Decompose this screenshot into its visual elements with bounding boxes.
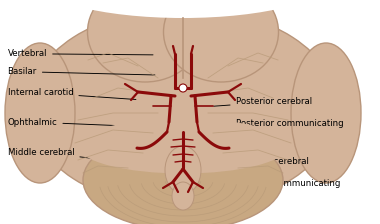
Ellipse shape — [172, 182, 194, 210]
Ellipse shape — [28, 8, 338, 208]
Circle shape — [179, 84, 187, 92]
Text: Basilar: Basilar — [8, 67, 155, 76]
Text: Middle cerebral: Middle cerebral — [8, 148, 144, 164]
Ellipse shape — [23, 0, 343, 33]
Ellipse shape — [78, 118, 288, 174]
Text: Posterior cerebral: Posterior cerebral — [214, 97, 312, 106]
Ellipse shape — [163, 0, 279, 82]
Text: Ophthalmic: Ophthalmic — [8, 118, 138, 127]
Text: Anterior cerebral: Anterior cerebral — [196, 157, 309, 166]
Text: Anterior communicating: Anterior communicating — [195, 174, 340, 188]
Text: Vertebral: Vertebral — [8, 49, 153, 58]
Ellipse shape — [5, 43, 75, 183]
Ellipse shape — [291, 43, 361, 183]
Text: Internal carotid: Internal carotid — [8, 88, 136, 99]
Ellipse shape — [83, 130, 283, 224]
Ellipse shape — [165, 146, 201, 194]
Text: Posterior communicating: Posterior communicating — [217, 119, 343, 129]
Ellipse shape — [87, 0, 203, 82]
Ellipse shape — [33, 0, 333, 18]
